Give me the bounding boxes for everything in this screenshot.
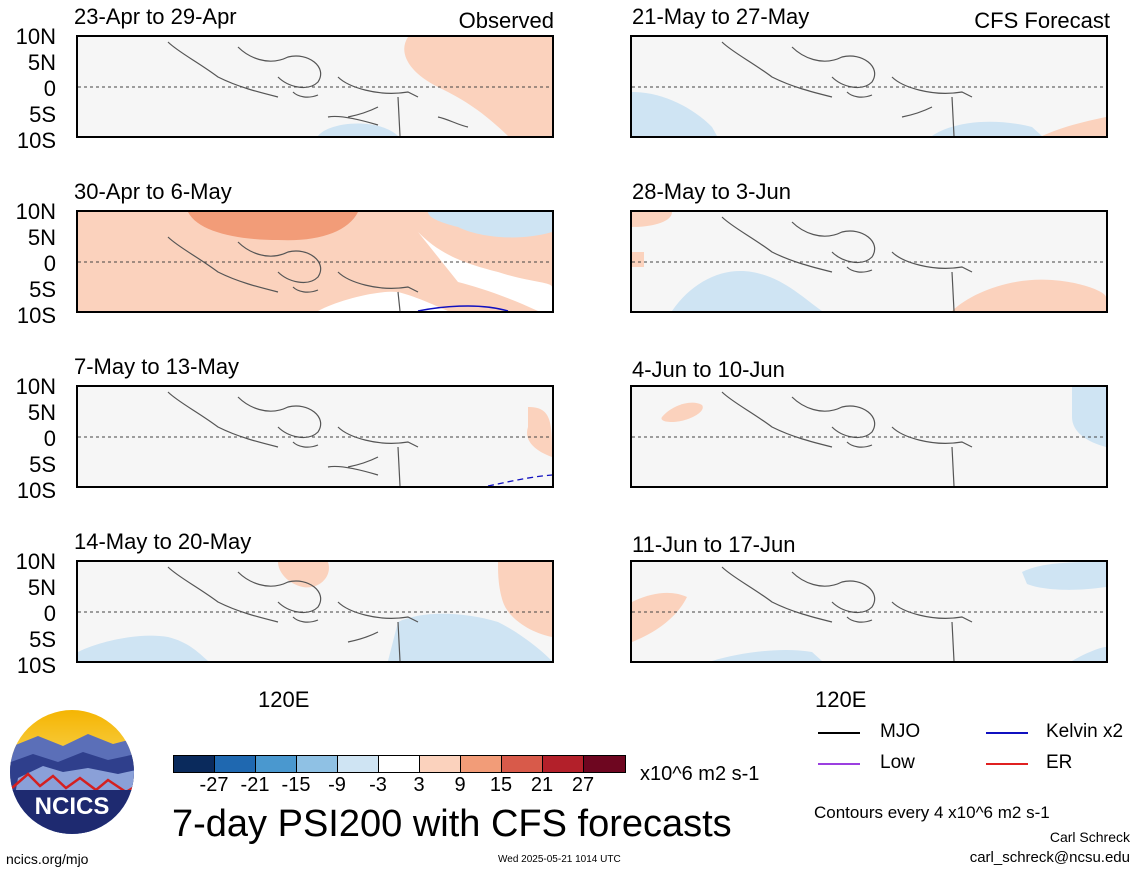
panel-title-6: 28-May to 3-Jun	[632, 179, 791, 204]
colorbar-tick: -15	[281, 774, 311, 796]
colorbar-tick: 9	[454, 774, 466, 796]
map-panel-4	[76, 560, 554, 663]
y-tick-5s: 5S	[29, 452, 56, 477]
colorbar-tick: -9	[328, 774, 346, 796]
legend-swatch-mjo	[818, 732, 860, 734]
observed-label: Observed	[458, 8, 554, 33]
map-panel-2-graphic	[78, 212, 552, 311]
map-panel-5	[630, 35, 1108, 138]
map-panel-2	[76, 210, 554, 313]
y-tick-5n: 5N	[27, 575, 56, 600]
colorbar-cell	[337, 755, 379, 773]
cfs-forecast-label: CFS Forecast	[974, 8, 1110, 33]
map-panel-7-graphic	[632, 387, 1106, 486]
y-tick-5s: 5S	[29, 102, 56, 127]
y-tick-0: 0	[43, 251, 56, 276]
panel-title-4: 14-May to 20-May	[74, 529, 252, 554]
panel-title-2: 30-Apr to 6-May	[74, 179, 232, 204]
map-panel-6-graphic	[632, 212, 1106, 311]
colorbar-cell	[173, 755, 215, 773]
map-panel-4-graphic	[78, 562, 552, 661]
panel-title-7: 4-Jun to 10-Jun	[632, 357, 785, 382]
y-tick-10n: 10N	[15, 199, 56, 224]
map-panel-1	[76, 35, 554, 138]
colorbar-tick: 15	[489, 774, 513, 796]
y-tick-10n: 10N	[15, 24, 56, 49]
legend-label-er: ER	[1046, 752, 1073, 773]
map-panel-8-graphic	[632, 562, 1106, 661]
colorbar-cell	[255, 755, 297, 773]
y-tick-10s: 10S	[16, 653, 56, 678]
colorbar-cell	[501, 755, 543, 773]
colorbar-cell	[378, 755, 420, 773]
y-tick-10s: 10S	[16, 303, 56, 328]
legend-swatch-kelvin	[986, 732, 1028, 734]
y-tick-10n: 10N	[15, 549, 56, 574]
y-tick-0: 0	[43, 76, 56, 101]
y-tick-5n: 5N	[27, 400, 56, 425]
colorbar-cell	[542, 755, 584, 773]
colorbar-cell	[214, 755, 256, 773]
y-tick-5s: 5S	[29, 277, 56, 302]
legend-swatch-er	[986, 763, 1028, 765]
map-panel-6	[630, 210, 1108, 313]
colorbar-tick: 3	[413, 774, 425, 796]
contours-note: Contours every 4 x10^6 m2 s-1	[814, 803, 1050, 822]
y-tick-5n: 5N	[27, 225, 56, 250]
colorbar-tick: 21	[530, 774, 554, 796]
colorbar-cell	[419, 755, 461, 773]
y-tick-5n: 5N	[27, 50, 56, 75]
panel-title-8: 11-Jun to 17-Jun	[632, 532, 796, 557]
main-title: 7-day PSI200 with CFS forecasts	[172, 803, 732, 845]
legend-label-mjo: MJO	[880, 721, 921, 742]
author: Carl Schreck	[1049, 829, 1130, 845]
y-tick-5s: 5S	[29, 627, 56, 652]
panel-title-1: 23-Apr to 29-Apr	[74, 4, 237, 29]
x-tick-120e-left: 120E	[258, 687, 310, 712]
map-panel-3	[76, 385, 554, 488]
map-panel-3-graphic	[78, 391, 552, 486]
legend-label-kelvin: Kelvin x2	[1046, 721, 1124, 742]
map-panel-1-graphic	[78, 37, 552, 136]
colorbar-cell	[296, 755, 338, 773]
y-tick-10s: 10S	[16, 478, 56, 503]
ncics-logo-graphic: NCICS	[10, 710, 134, 834]
colorbar-cell	[583, 755, 626, 773]
legend-label-low: Low	[880, 752, 915, 773]
y-tick-0: 0	[43, 601, 56, 626]
colorbar-cell	[460, 755, 502, 773]
colorbar-tick: -27	[199, 774, 229, 796]
author-email: carl_schreck@ncsu.edu	[969, 849, 1130, 866]
map-panel-8	[630, 560, 1108, 663]
colorbar-tick: -3	[369, 774, 387, 796]
y-tick-10n: 10N	[15, 374, 56, 399]
panel-title-3: 7-May to 13-May	[74, 354, 240, 379]
map-panel-5-graphic	[632, 41, 1106, 136]
website-link[interactable]: ncics.org/mjo	[6, 851, 89, 867]
legend-swatch-low	[818, 763, 860, 765]
panel-title-5: 21-May to 27-May	[632, 4, 810, 29]
timestamp: Wed 2025-05-21 1014 UTC	[498, 854, 621, 865]
x-tick-120e-right: 120E	[815, 687, 867, 712]
colorbar-units: x10^6 m2 s-1	[640, 763, 760, 785]
map-panel-7	[630, 385, 1108, 488]
ncics-logo: NCICS	[8, 708, 136, 836]
y-tick-0: 0	[43, 426, 56, 451]
y-tick-10s: 10S	[16, 128, 56, 153]
colorbar-tick: 27	[571, 774, 595, 796]
colorbar-tick: -21	[240, 774, 270, 796]
logo-text: NCICS	[35, 793, 110, 820]
